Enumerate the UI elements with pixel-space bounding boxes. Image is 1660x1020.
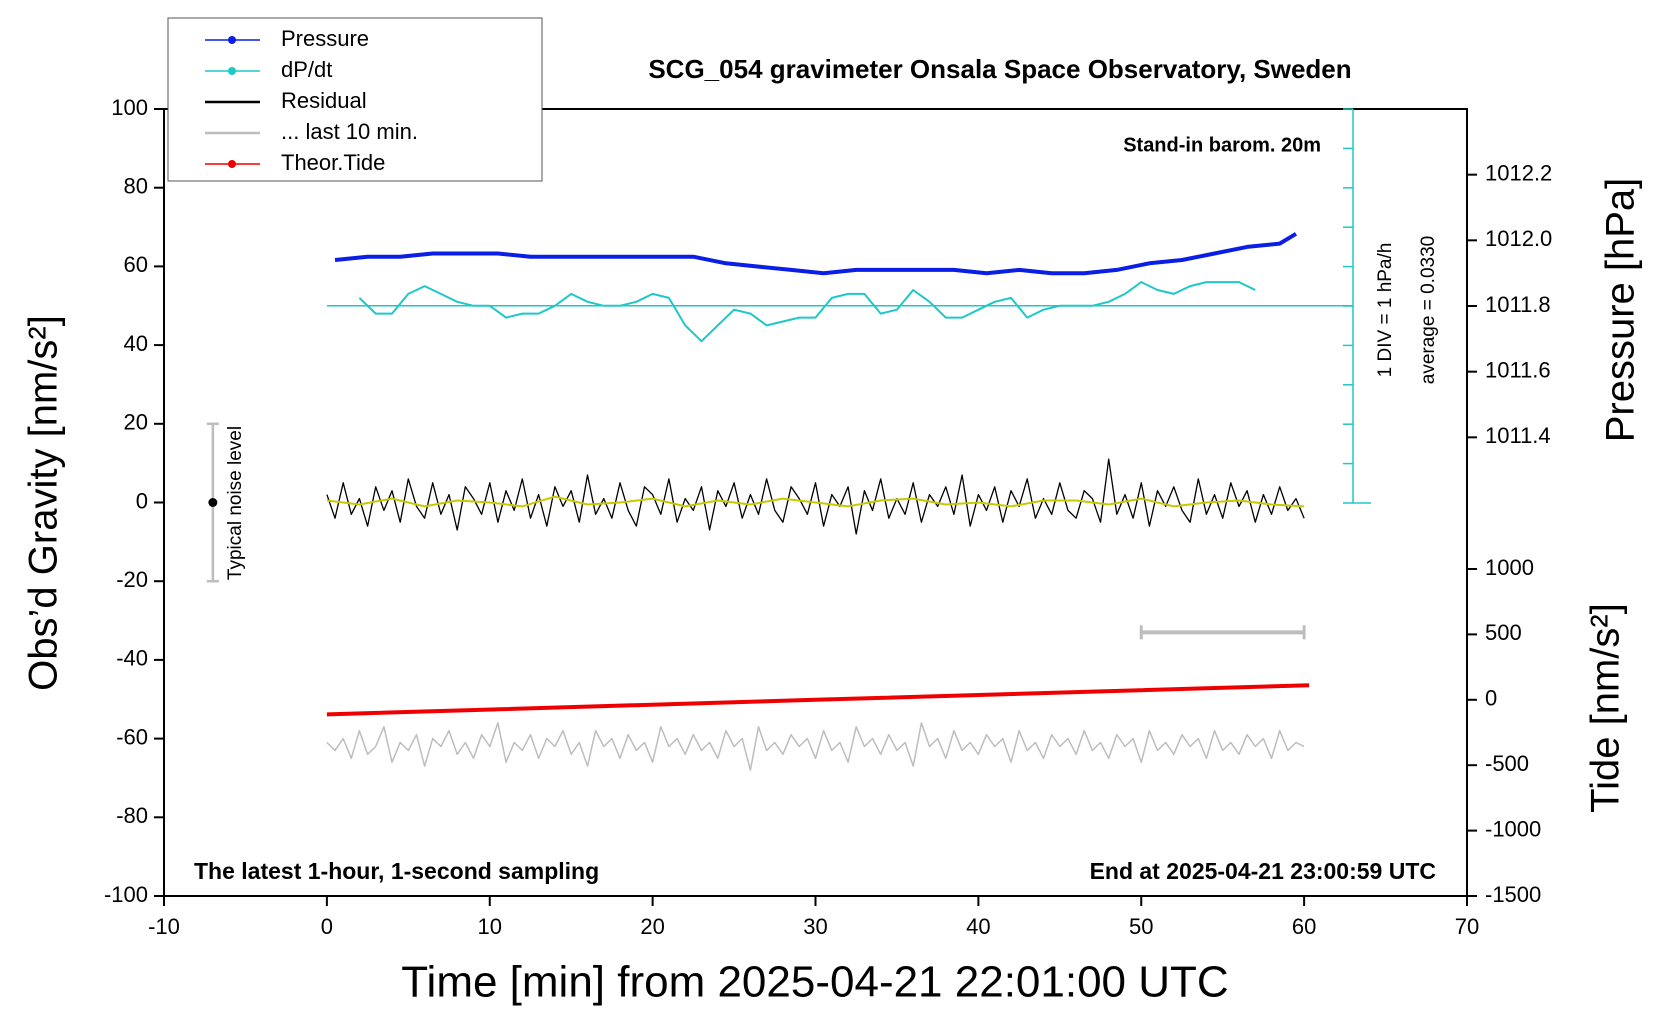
y-tick-label: -20: [116, 567, 148, 592]
annotation: The latest 1-hour, 1-second sampling: [194, 858, 599, 884]
legend-label: Residual: [281, 88, 367, 113]
y-tick-label: 100: [111, 95, 148, 120]
legend-label: Pressure: [281, 26, 369, 51]
x-tick-label: 10: [478, 914, 502, 939]
y-tick-label: 0: [136, 488, 148, 513]
x-tick-label: -10: [148, 914, 180, 939]
legend-marker: [228, 36, 236, 44]
x-tick-label: 60: [1292, 914, 1316, 939]
y-tick-label: 60: [124, 252, 148, 277]
x-tick-label: 50: [1129, 914, 1153, 939]
legend-label: ... last 10 min.: [281, 119, 418, 144]
y3-tick-label: 0: [1485, 686, 1497, 711]
y3-tick-label: -1000: [1485, 816, 1541, 841]
y-tick-label: -100: [104, 882, 148, 907]
chart-title: SCG_054 gravimeter Onsala Space Observat…: [648, 54, 1351, 84]
y3-axis-label: Tide [nm/s²]: [1584, 603, 1628, 813]
series-line: [358, 281, 1256, 343]
noise-point: [208, 498, 218, 507]
annotation: average = 0.0330: [1418, 236, 1439, 384]
series-line: [326, 683, 1310, 717]
series-line: [334, 232, 1298, 276]
x-axis-label: Time [min] from 2025-04-21 22:01:00 UTC: [401, 958, 1228, 1007]
series-line: [326, 495, 1305, 508]
y-tick-label: 20: [124, 410, 148, 435]
y-tick-label: 80: [124, 174, 148, 199]
series-line: [326, 458, 1305, 535]
legend-label: Theor.Tide: [281, 150, 385, 175]
y3-tick-label: -500: [1485, 751, 1529, 776]
series-line: [326, 722, 1305, 771]
legend-marker: [228, 67, 236, 75]
x-tick-label: 0: [321, 914, 333, 939]
annotation: End at 2025-04-21 23:00:59 UTC: [1090, 858, 1436, 884]
y-tick-label: -40: [116, 646, 148, 671]
x-tick-label: 70: [1455, 914, 1479, 939]
x-tick-label: 40: [966, 914, 990, 939]
y2-tick-label: 1012.0: [1485, 226, 1552, 251]
y3-tick-label: -1500: [1485, 882, 1541, 907]
y3-tick-label: 500: [1485, 620, 1522, 645]
annotation: 1 DIV = 1 hPa/h: [1375, 243, 1396, 378]
y-tick-label: 40: [124, 331, 148, 356]
y3-tick-label: 1000: [1485, 555, 1534, 580]
y-tick-label: -80: [116, 803, 148, 828]
y2-tick-label: 1011.4: [1485, 423, 1551, 448]
x-tick-label: 30: [803, 914, 827, 939]
legend-marker: [228, 160, 236, 168]
y-tick-label: -60: [116, 724, 148, 749]
legend-box: [167, 17, 543, 182]
y2-tick-label: 1011.8: [1485, 292, 1551, 317]
y2-tick-label: 1012.2: [1485, 160, 1552, 185]
y2-tick-label: 1011.6: [1485, 357, 1551, 382]
y2-axis-label: Pressure [hPa]: [1599, 178, 1643, 443]
annotation: Stand-in barom. 20m: [1123, 134, 1321, 156]
y-axis-label: Obs’d Gravity [nm/s²]: [22, 315, 66, 691]
legend-label: dP/dt: [281, 57, 332, 82]
noise-label: Typical noise level: [225, 426, 246, 580]
x-tick-label: 20: [640, 914, 664, 939]
